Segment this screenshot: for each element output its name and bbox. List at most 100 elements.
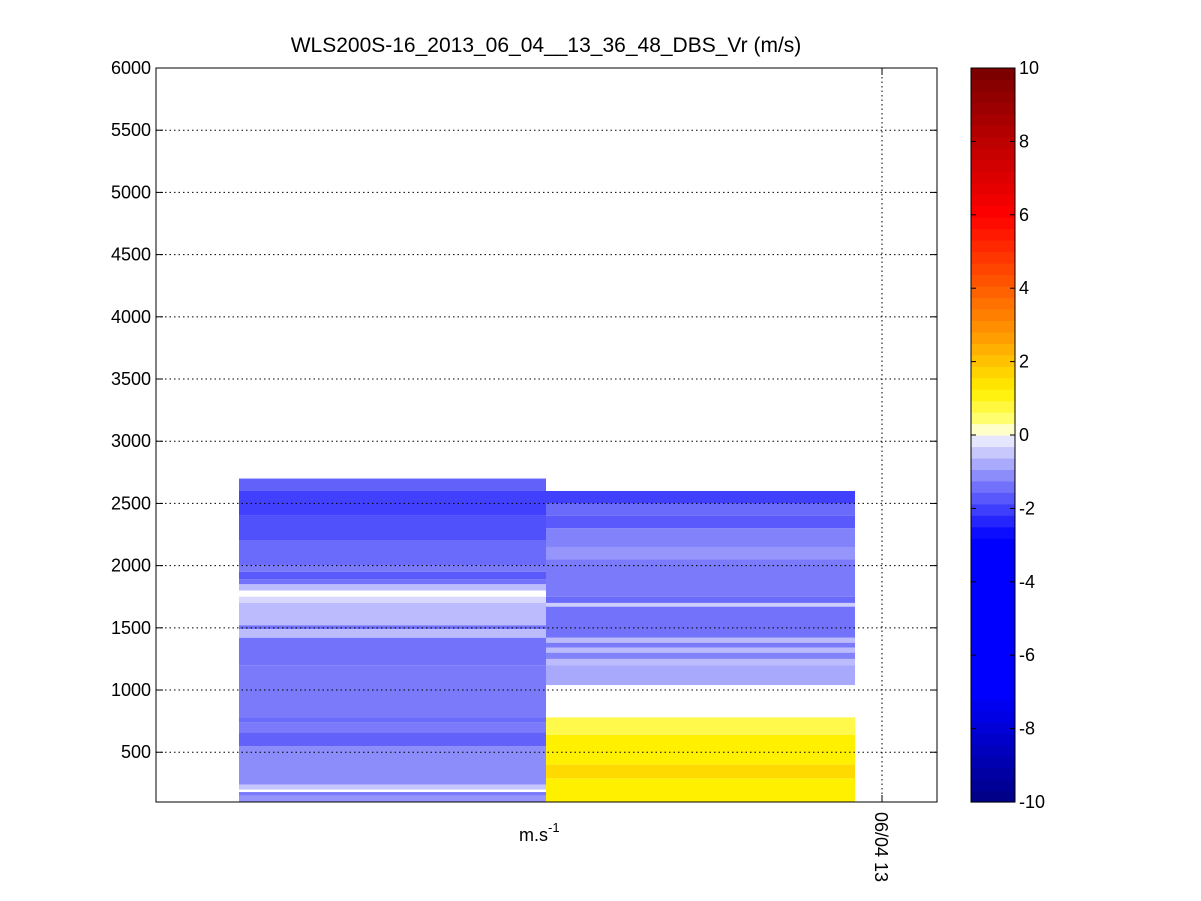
heatmap-cell [239,792,546,796]
y-tick-label: 1500 [111,618,151,638]
colorbar-swatch [971,595,1015,608]
heatmap-cell [239,732,546,747]
colorbar-swatch [971,331,1015,344]
x-axis-label: m.s-1 [519,820,560,845]
y-tick-label: 500 [121,742,151,762]
colorbar-swatch [971,561,1015,574]
heatmap-cell [239,565,546,572]
heatmap-cell [239,784,546,790]
colorbar-swatch [971,68,1015,81]
y-tick-label: 3500 [111,369,151,389]
heatmap-cell [239,490,546,516]
heatmap-cell [546,606,855,638]
heatmap-cell [239,579,546,585]
heatmap-cell [546,515,855,529]
colorbar-swatch [971,607,1015,620]
x-axis-label-main: m.s [519,825,548,845]
colorbar-swatch [971,767,1015,780]
colorbar-swatch [971,320,1015,333]
colorbar-swatch [971,618,1015,631]
colorbar-swatch [971,171,1015,184]
colorbar-swatch [971,641,1015,654]
y-tick-label: 2500 [111,493,151,513]
colorbar-swatch [971,308,1015,321]
y-tick-label: 6000 [111,58,151,78]
colorbar-swatch [971,182,1015,195]
heatmap-cell [546,546,855,560]
colorbar-tick-label: 0 [1019,425,1029,445]
colorbar-swatch [971,779,1015,792]
colorbar-swatch [971,343,1015,356]
colorbar-tick-label: -2 [1019,498,1035,518]
y-tick-label: 3000 [111,431,151,451]
colorbar-swatch [971,469,1015,482]
colorbar-swatch [971,538,1015,551]
colorbar-swatch [971,515,1015,528]
heatmap-cell [546,503,855,516]
colorbar-swatch [971,274,1015,287]
colorbar-tick-label: -10 [1019,792,1045,812]
heatmap-cell [239,795,546,802]
colorbar-tick-label: -8 [1019,719,1035,739]
heatmap-cell [239,722,546,733]
y-tick-label: 1000 [111,680,151,700]
heatmap-cell [239,540,546,566]
y-axis: 500 1000 1500 2000 2500 3000 3500 4000 4500 5000 5… [111,58,937,762]
colorbar-tick-label: 4 [1019,278,1029,298]
colorbar-swatch [971,159,1015,172]
y-tick-label: 4500 [111,245,151,265]
heatmap-cell [239,665,546,718]
colorbar-swatch [971,377,1015,390]
colorbar-swatch [971,79,1015,92]
heatmap-cell [546,647,855,653]
colorbar-tick-label: 2 [1019,352,1029,372]
colorbar-swatch [971,136,1015,149]
colorbar-swatch [971,457,1015,471]
colorbar-swatch [971,194,1015,207]
y-tick-label: 5500 [111,120,151,140]
heatmap-cell [239,596,546,603]
colorbar-swatch [971,480,1015,493]
heatmap-cell [546,652,855,659]
colorbar-swatch [971,756,1015,769]
heatmap-cells [239,478,855,802]
colorbar-tick-label: 6 [1019,205,1029,225]
colorbar-swatch [971,721,1015,734]
heatmap-cell [546,717,855,735]
colorbar-swatch [971,262,1015,276]
heatmap-cell [546,596,855,603]
heatmap-cell [546,778,855,802]
x-axis-label-superscript: -1 [548,820,560,835]
colorbar-swatch [971,675,1015,688]
colorbar-swatch [971,148,1015,161]
heatmap-cell [239,637,546,666]
heatmap-cell [546,637,855,643]
colorbar-swatch [971,205,1015,218]
heatmap-cell [239,625,546,630]
heatmap-cell [546,490,855,504]
colorbar-tick-label: 10 [1019,58,1039,78]
heatmap-cell [546,559,855,597]
heatmap-cell [546,734,855,765]
colorbar-swatch [971,400,1015,413]
colorbar-swatch [971,240,1015,253]
colorbar-swatch [971,790,1015,803]
y-tick-label: 5000 [111,182,151,202]
colorbar-swatch [971,446,1015,459]
x-axis: 06/04 13 [871,68,891,882]
chart-title: WLS200S-16_2013_06_04__13_36_48_DBS_Vr (… [291,34,802,57]
colorbar-swatch [971,744,1015,757]
colorbar: -10 -8 -6 -4 -2 0 2 4 6 8 10 [970,58,1045,812]
colorbar-swatch [971,698,1015,711]
heatmap-cell [239,571,546,580]
plot-axes: 500 1000 1500 2000 2500 3000 3500 4000 4500 5000 5… [111,58,938,882]
colorbar-swatch [971,90,1015,104]
colorbar-swatch [971,664,1015,677]
colorbar-swatch [971,412,1015,425]
heatmap-cell [239,584,546,591]
colorbar-swatch [971,389,1015,402]
x-tick-label: 06/04 13 [871,812,891,882]
colorbar-swatch [971,549,1015,562]
colorbar-swatch [971,435,1015,448]
